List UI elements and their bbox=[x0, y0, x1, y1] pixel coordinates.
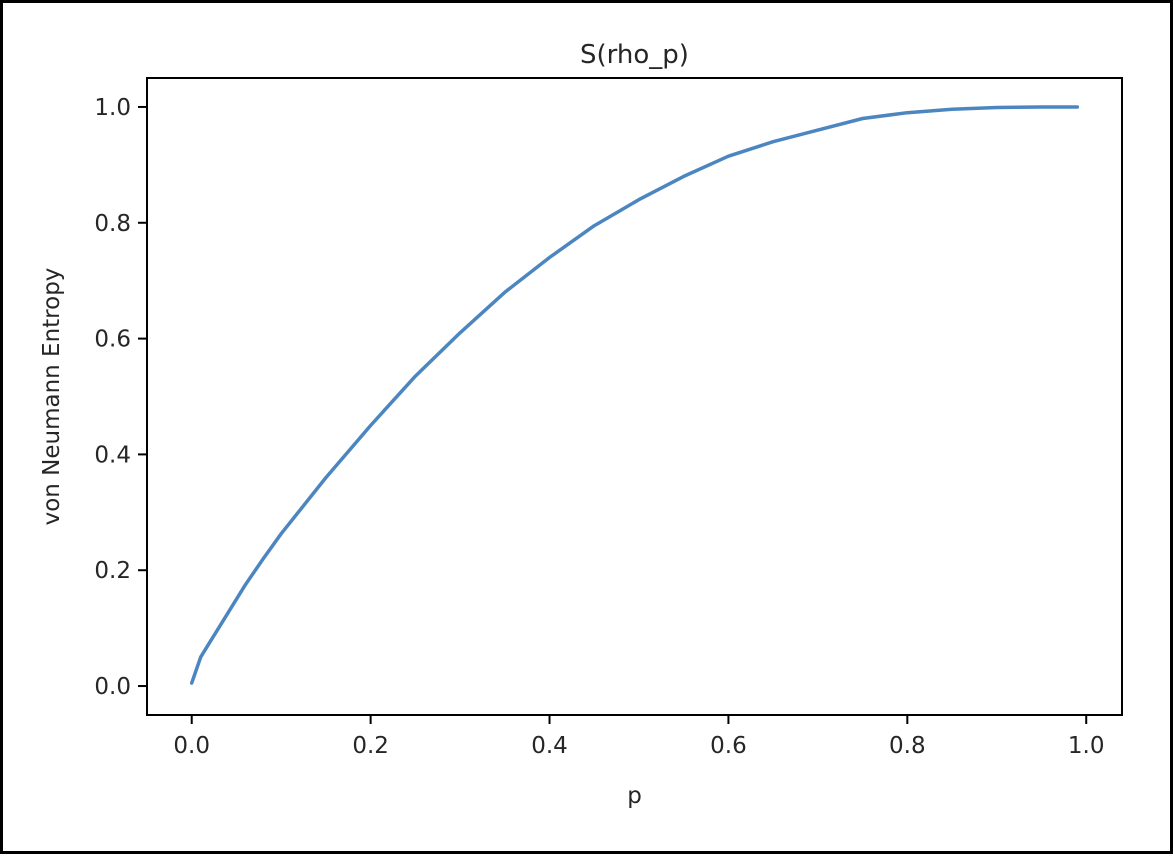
x-tick-label: 1.0 bbox=[1068, 733, 1105, 759]
chart-canvas: 0.0 0.2 0.4 0.6 0.8 1.0 0.0 0.2 0.4 0.6 0.8 1.0 S(rh… bbox=[39, 40, 1123, 809]
plot-area-frame bbox=[146, 77, 1123, 716]
x-tick-label: 0.2 bbox=[352, 733, 389, 759]
y-tick-label: 0.4 bbox=[94, 442, 131, 468]
y-tick-label: 0.8 bbox=[94, 211, 131, 237]
x-tick-label: 0.6 bbox=[710, 733, 747, 759]
y-tick-label: 1.0 bbox=[94, 95, 131, 121]
x-tick-label: 0.0 bbox=[173, 733, 210, 759]
chart-title: S(rho_p) bbox=[580, 40, 689, 70]
y-tick-label: 0.0 bbox=[94, 674, 131, 700]
y-tick-label: 0.2 bbox=[94, 558, 131, 584]
y-tick-label: 0.6 bbox=[94, 327, 131, 353]
y-axis-label: von Neumann Entropy bbox=[39, 268, 65, 526]
x-tick-label: 0.4 bbox=[531, 733, 568, 759]
x-tick-label: 0.8 bbox=[889, 733, 926, 759]
series-line bbox=[189, 105, 1080, 685]
x-axis-label: p bbox=[627, 783, 642, 809]
